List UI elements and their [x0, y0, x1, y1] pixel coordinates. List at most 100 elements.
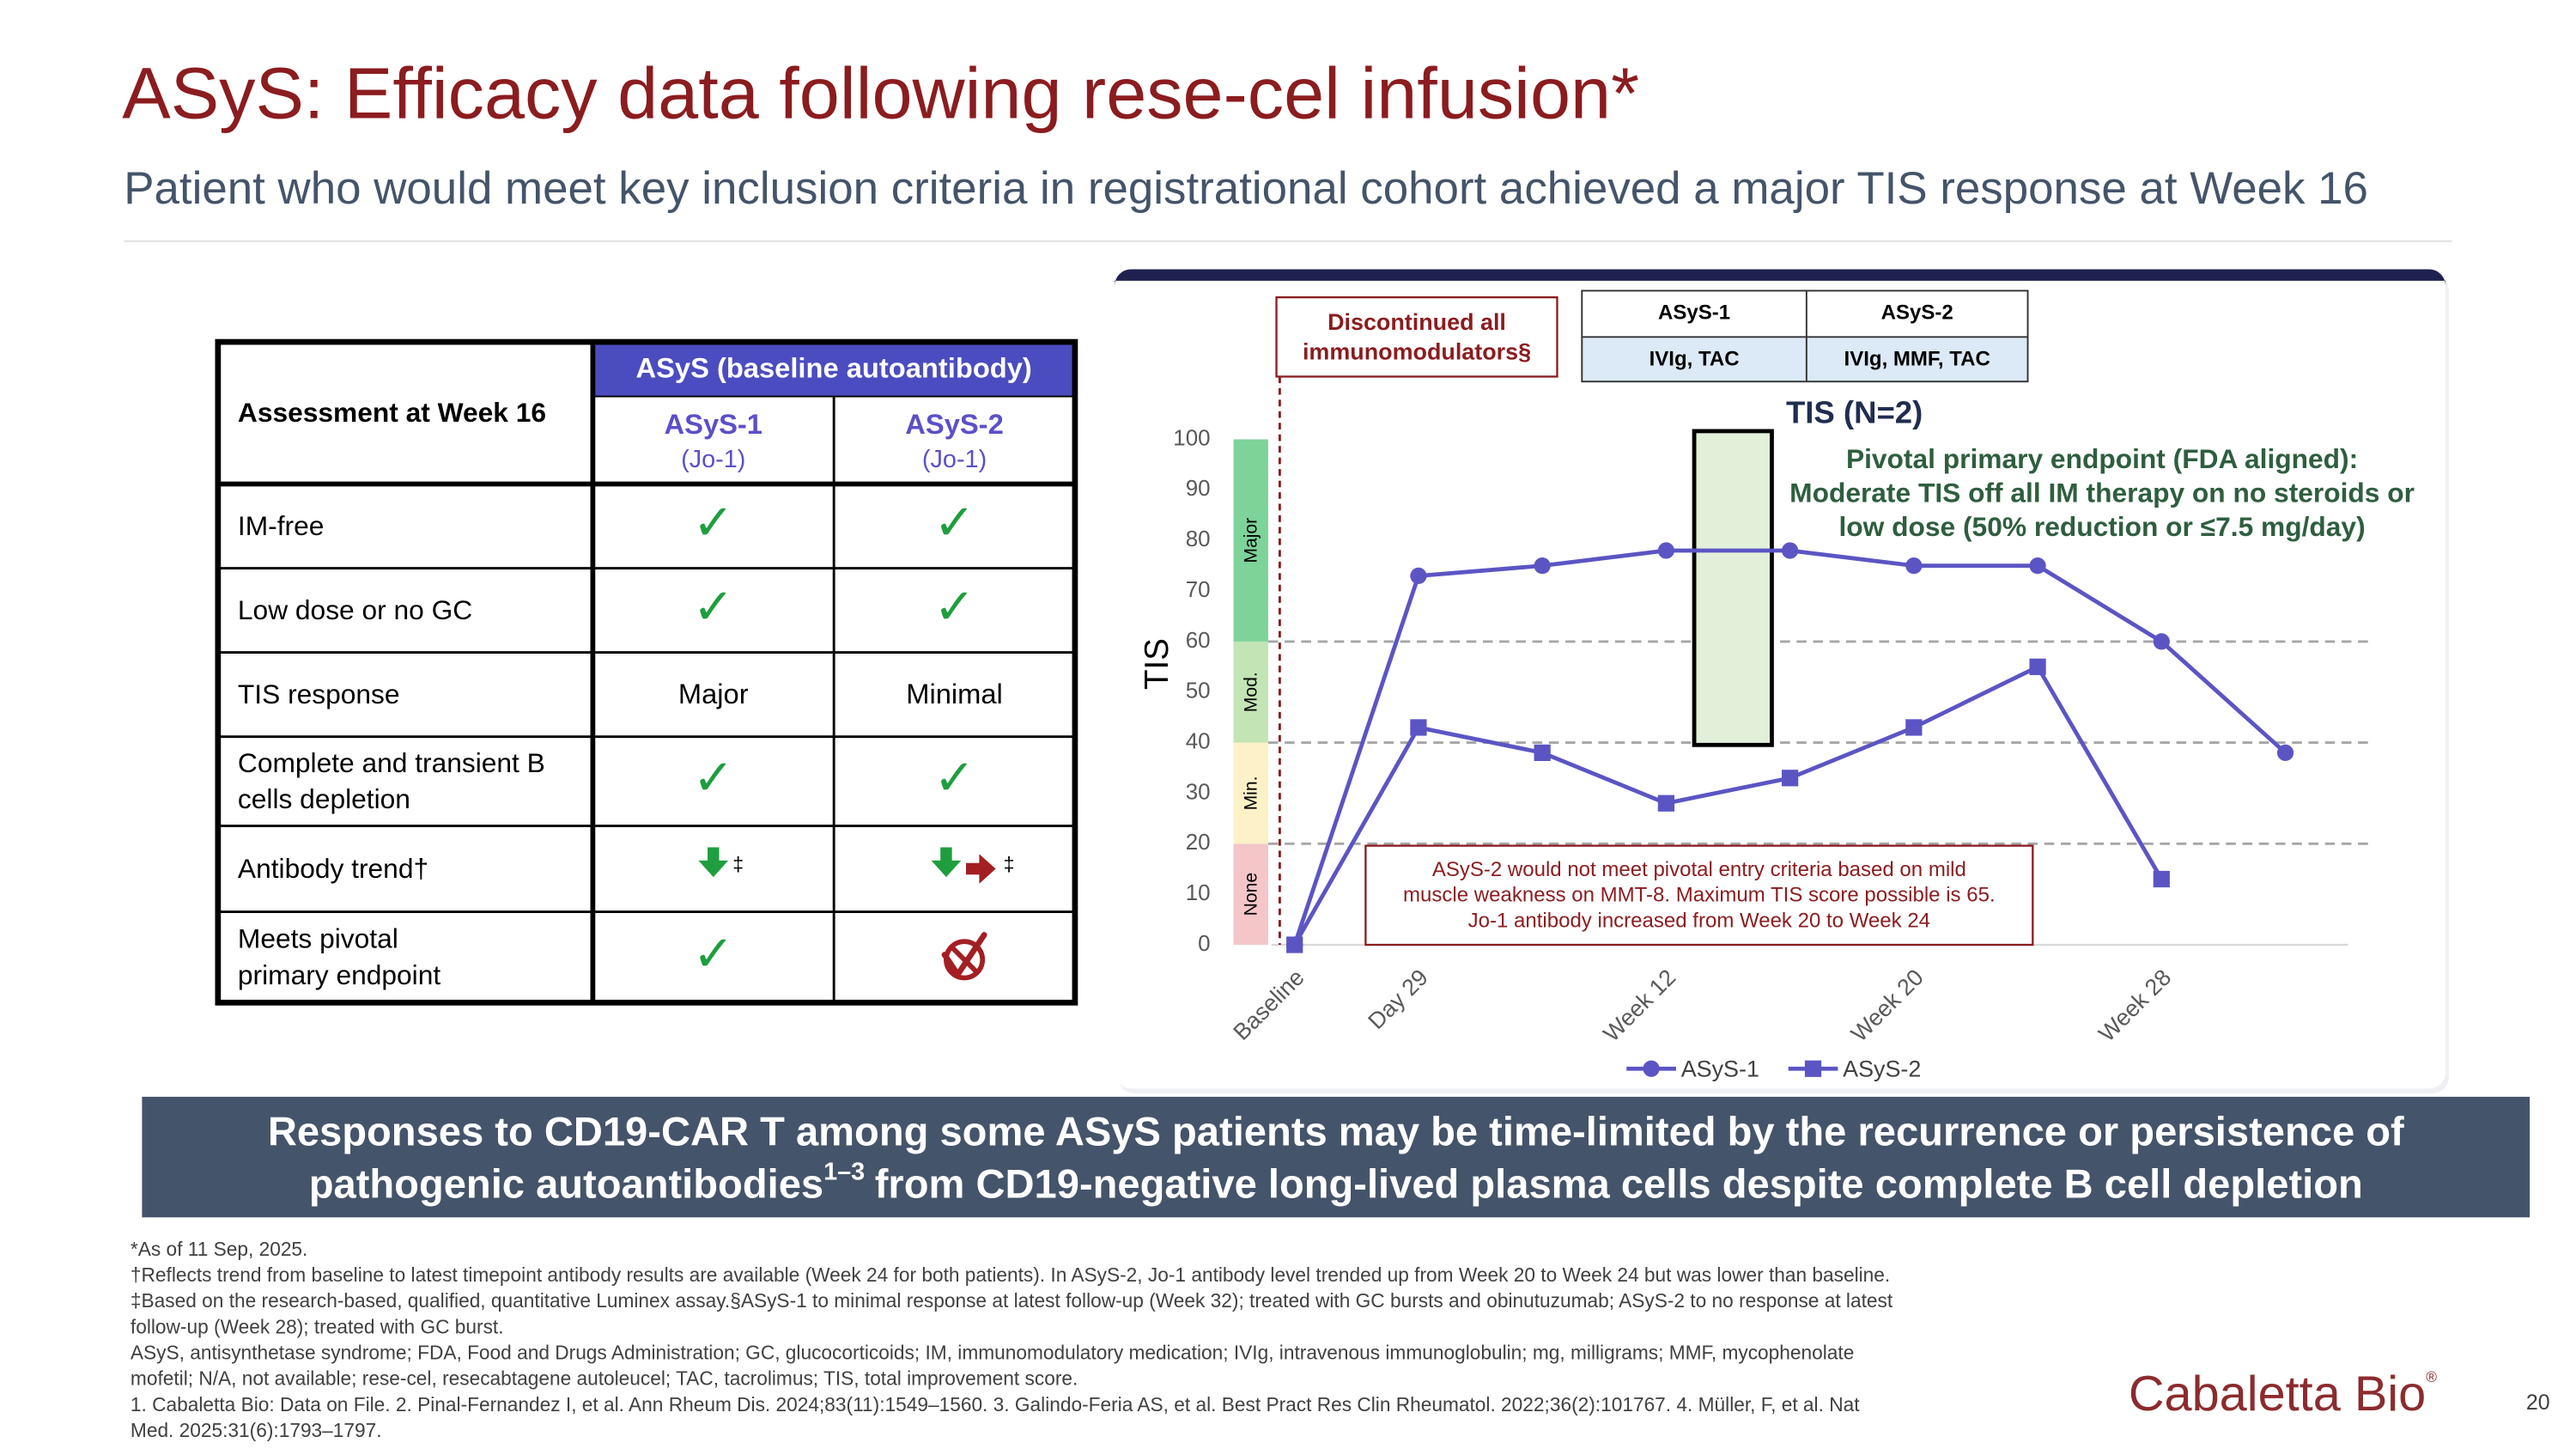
therapy-cell: IVIg, MMF, TAC [1844, 348, 1990, 371]
footnote: *As of 11 Sep, 2025. [131, 1238, 307, 1260]
endpoint-note: Pivotal primary endpoint (FDA aligned): [1846, 443, 2358, 474]
y-tick-label: 70 [1186, 576, 1211, 602]
icon-check [941, 932, 987, 980]
chart-panel [1115, 269, 2446, 1089]
legend-marker [1804, 1060, 1822, 1077]
y-tick-label: 100 [1173, 424, 1210, 450]
zone-band [1233, 843, 1268, 945]
title: ASyS: Efficacy data following rese-cel i… [122, 52, 1639, 134]
point-marker [2029, 658, 2046, 675]
point-marker [1410, 719, 1427, 736]
table-border [215, 338, 1078, 1006]
row-label: Complete and transient B [238, 747, 545, 778]
subtitle: Patient who would meet key inclusion cri… [124, 163, 2368, 214]
row-label: IM-free [238, 510, 324, 541]
point-marker [2153, 633, 2170, 650]
therapy-header: ASyS-1 [1658, 301, 1730, 325]
logo-name: Cabaletta Bio [2129, 1367, 2426, 1422]
cell-text: Major [678, 678, 749, 709]
annotation-box [1275, 296, 1558, 378]
point-marker [1905, 719, 1923, 736]
zone-label: Mod. [1241, 672, 1261, 712]
zone-label: Min. [1241, 776, 1261, 810]
page-number: 20 [2526, 1391, 2550, 1415]
point-marker [2153, 870, 2170, 888]
annotation-text: Discontinued all [1327, 309, 1506, 335]
row-label: TIS response [238, 679, 400, 709]
footnote: ‡Based on the research-based, qualified,… [131, 1289, 1893, 1312]
footnote: follow-up (Week 28); treated with GC bur… [131, 1315, 504, 1337]
footnotes: *As of 11 Sep, 2025. †Reflects trend from… [131, 1238, 1893, 1441]
point-marker [1534, 557, 1551, 575]
banner-line: Responses to CD19-CAR T among some ASyS … [268, 1109, 2404, 1154]
footnote-marker: ‡ [732, 853, 744, 875]
banner-text: from CD19-negative long-lived plasma cel… [875, 1161, 2363, 1207]
therapy-header: ASyS-2 [1881, 301, 1953, 325]
chart-title: TIS (N=2) [1786, 394, 1923, 429]
point-marker [1534, 744, 1551, 761]
therapy-row [1582, 337, 2028, 382]
point-marker [1286, 936, 1303, 953]
check-icon: ✓ [693, 748, 734, 807]
y-tick-label: 30 [1186, 778, 1211, 804]
row-label: cells depletion [238, 783, 410, 814]
check-icon: ✓ [693, 577, 734, 636]
check-icon: ✓ [933, 577, 975, 636]
arrow-icon [931, 847, 962, 878]
footnote-marker: ‡ [1004, 853, 1015, 875]
annotation-text: immunomodulators§ [1303, 339, 1531, 365]
zone-label: Major [1241, 518, 1261, 563]
check-icon: ✓ [933, 748, 975, 807]
y-tick-label: 90 [1186, 475, 1211, 501]
group-header-cell [592, 342, 1075, 397]
endpoint-note: Moderate TIS off all IM therapy on no st… [1789, 477, 2415, 508]
endpoint-note: low dose (50% reduction or ≤7.5 mg/day) [1838, 511, 2365, 542]
group-header: ASyS (baseline autoantibody) [635, 351, 1031, 383]
footnote: 1. Cabaletta Bio: Data on File. 2. Pinal… [131, 1393, 1860, 1416]
point-marker [1657, 795, 1674, 812]
zone-band [1233, 742, 1268, 844]
note-box [1364, 844, 2034, 947]
table-background [217, 342, 1075, 1003]
point-marker [2029, 557, 2046, 575]
y-tick-label: 60 [1186, 627, 1211, 653]
zone-band [1233, 439, 1268, 642]
row-label: Antibody trend† [238, 853, 428, 884]
arrow-icon [698, 847, 729, 878]
point-marker [1657, 542, 1674, 559]
point-marker [1410, 567, 1427, 585]
banner-superscript: 1–3 [823, 1158, 865, 1185]
footnote: mofetil; N/A, not available; rese-cel, r… [131, 1367, 1078, 1390]
therapy-cell: IVIg, TAC [1649, 348, 1740, 371]
note-text: ASyS-2 would not meet pivotal entry crit… [1432, 858, 1966, 881]
y-tick-label: 20 [1186, 829, 1211, 855]
assessment-table: ASyS (baseline autoantibody) Assessment a… [215, 338, 1078, 1006]
banner [142, 1096, 2530, 1218]
point-marker [1905, 557, 1923, 575]
column-name: ASyS-1 [665, 408, 762, 440]
y-tick-label: 80 [1186, 526, 1211, 551]
y-tick-label: 50 [1186, 678, 1211, 703]
banner-line: pathogenic autoantibodies1–3 from CD19-ne… [309, 1158, 2363, 1207]
point-marker [1782, 770, 1799, 787]
point-marker [1782, 542, 1799, 559]
column-sub: (Jo-1) [922, 446, 987, 473]
arrow-icon [966, 854, 996, 884]
point-marker [2276, 744, 2294, 761]
y-tick-label: 10 [1186, 880, 1211, 905]
banner-text: pathogenic autoantibodies [309, 1161, 823, 1207]
check-icon: ✓ [693, 924, 734, 983]
check-icon: ✓ [933, 493, 975, 551]
not-met-icon [941, 932, 987, 981]
column-name: ASyS-2 [905, 408, 1003, 440]
footnote: Med. 2025:31(6):1793–1797. [131, 1419, 382, 1441]
row-label: Meets pivotal [238, 923, 398, 954]
legend-marker [1643, 1060, 1660, 1077]
column-sub: (Jo-1) [681, 446, 745, 473]
y-axis-title: TIS [1139, 638, 1176, 690]
row-label: primary endpoint [238, 959, 440, 990]
row-label: Low dose or no GC [238, 594, 472, 625]
zone-label: None [1241, 873, 1261, 916]
